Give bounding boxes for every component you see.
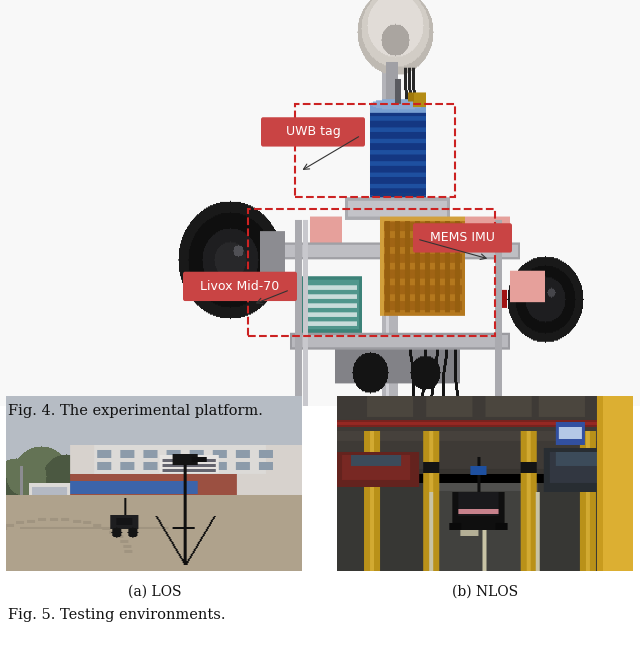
Text: Fig. 4. The experimental platform.: Fig. 4. The experimental platform. (8, 404, 262, 418)
Text: MEMS IMU: MEMS IMU (429, 232, 495, 244)
Text: UWB tag: UWB tag (285, 125, 340, 139)
FancyBboxPatch shape (183, 272, 297, 301)
Text: (b) NLOS: (b) NLOS (452, 584, 518, 599)
Text: Livox Mid-70: Livox Mid-70 (200, 280, 280, 293)
FancyBboxPatch shape (413, 223, 512, 253)
Bar (295, 104, 455, 197)
Text: Fig. 5. Testing environments.: Fig. 5. Testing environments. (8, 608, 225, 622)
FancyBboxPatch shape (261, 117, 365, 147)
Text: (a) LOS: (a) LOS (128, 584, 182, 599)
Bar (248, 209, 495, 336)
